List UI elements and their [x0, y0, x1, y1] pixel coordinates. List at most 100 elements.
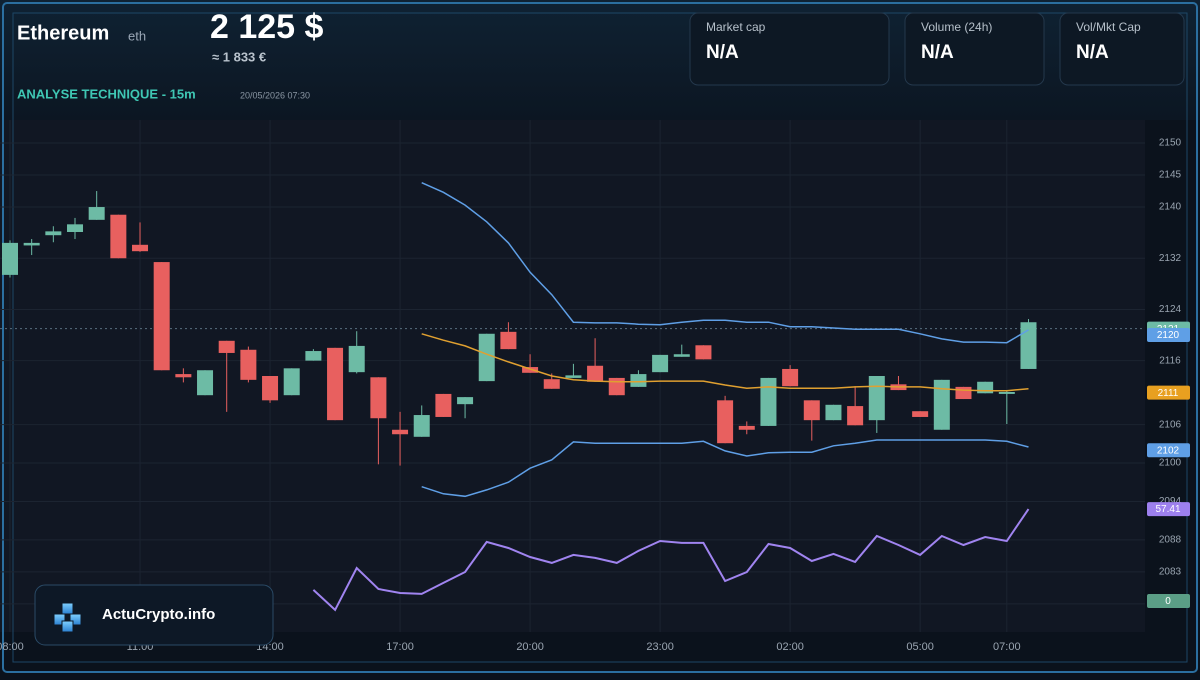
y-tick-label: 2145: [1159, 170, 1182, 181]
price-tag: [1147, 502, 1190, 517]
y-tick-label: 2083: [1159, 566, 1182, 577]
y-tick-label: 2094: [1159, 496, 1182, 507]
candle-body: [825, 404, 842, 421]
candle-body: [153, 262, 170, 371]
price-tag-label: 2120: [1157, 330, 1180, 341]
candle-body: [912, 411, 929, 417]
candle-body: [262, 376, 279, 401]
candle-body: [782, 368, 799, 387]
logo-box: [34, 584, 274, 646]
candle-body: [240, 349, 257, 380]
card: [1059, 12, 1185, 86]
price-tag: [1147, 328, 1190, 343]
y-tick-label: 2124: [1159, 304, 1182, 315]
band-line: [421, 333, 1029, 392]
candle-body: [305, 351, 322, 361]
candle-body: [348, 345, 365, 373]
price-tag-label: 0: [1165, 596, 1171, 607]
candle-body: [803, 400, 820, 421]
candle-body: [327, 347, 344, 421]
y-tick-label: 2150: [1159, 138, 1182, 149]
y-tick-label: 2106: [1159, 419, 1182, 430]
candle-body: [933, 379, 950, 430]
x-tick-label: 07:00: [993, 641, 1021, 653]
candle-body: [738, 425, 755, 430]
price-tag: [1147, 385, 1190, 400]
candle-body: [695, 345, 712, 360]
candle-body: [608, 377, 625, 396]
card: [689, 12, 890, 86]
candle-body: [998, 392, 1015, 394]
card: [904, 12, 1045, 86]
price-tag: [1147, 593, 1190, 608]
band-line: [421, 439, 1029, 498]
card-value: N/A: [1076, 42, 1109, 63]
candle-body: [88, 207, 105, 220]
x-tick-label: 20:00: [516, 641, 544, 653]
y-tick-label: 2132: [1159, 253, 1182, 264]
candle-body: [283, 368, 300, 396]
card-value: N/A: [921, 42, 954, 63]
candle-body: [977, 381, 994, 394]
candle-body: [457, 397, 474, 405]
candle-body: [175, 374, 192, 378]
price-tag: [1147, 443, 1190, 458]
price-tag-label: 2102: [1157, 445, 1180, 456]
candle-body: [23, 242, 40, 246]
x-tick-label: 02:00: [776, 641, 804, 653]
section-title: ANALYSE TECHNIQUE - 15m: [17, 86, 196, 101]
candle-body: [717, 400, 734, 444]
candle-body: [565, 375, 582, 378]
candle-body: [435, 393, 452, 417]
logo-text: ActuCrypto.info: [102, 606, 215, 623]
y-tick-label: 2116: [1159, 355, 1181, 366]
candle-body: [760, 377, 777, 426]
candle-body: [132, 244, 149, 252]
candle-body: [868, 376, 885, 421]
x-tick-label: 08:00: [0, 641, 24, 653]
price-tag-label: 57.41: [1155, 504, 1180, 515]
coin-name: Ethereum: [17, 22, 109, 44]
candle-body: [652, 354, 669, 373]
card-value: N/A: [706, 42, 739, 63]
cards: Market cap N/A Volume (24h) N/A Vol/Mkt …: [689, 12, 1185, 86]
candle-body: [630, 374, 647, 387]
candle-body: [522, 367, 539, 373]
card-label: Vol/Mkt Cap: [1076, 20, 1141, 34]
candle-body: [2, 242, 18, 275]
candle-body: [847, 406, 864, 426]
coin-symbol: eth: [128, 28, 146, 43]
card-label: Market cap: [706, 20, 766, 34]
x-tick-label: 05:00: [906, 641, 934, 653]
candle-body: [543, 379, 560, 389]
y-tick-label: 2140: [1159, 202, 1182, 213]
price-tag-label: 2111: [1158, 388, 1179, 399]
candle-body: [955, 386, 972, 400]
price-eur: ≈ 1 833 €: [212, 49, 266, 64]
y-tick-label: 2088: [1159, 534, 1182, 545]
logo-icon: [53, 602, 82, 633]
candle-body: [392, 429, 409, 435]
timestamp: 20/05/2026 07:30: [240, 90, 310, 100]
x-tick-label: 23:00: [646, 641, 674, 653]
candle-body: [1020, 322, 1037, 369]
candle-body: [67, 224, 84, 232]
band-line: [421, 182, 1029, 344]
plot: 2150 2145 2140 2132 2124 2116 2106 2100 2094 2088…: [0, 120, 1190, 653]
candle-body: [413, 415, 430, 437]
candle-body: [197, 370, 214, 396]
candle-body: [110, 214, 127, 259]
candle-body: [370, 377, 387, 419]
x-tick-label: 17:00: [386, 641, 414, 653]
price: 2 125 $: [210, 8, 324, 46]
candle-body: [587, 365, 604, 382]
candle-body: [218, 340, 235, 353]
candle-body: [673, 354, 690, 357]
candle-body: [478, 333, 495, 382]
candle-body: [45, 231, 62, 236]
card-label: Volume (24h): [921, 20, 992, 34]
candle-body: [500, 331, 517, 350]
logo: ActuCrypto.info: [34, 584, 274, 646]
